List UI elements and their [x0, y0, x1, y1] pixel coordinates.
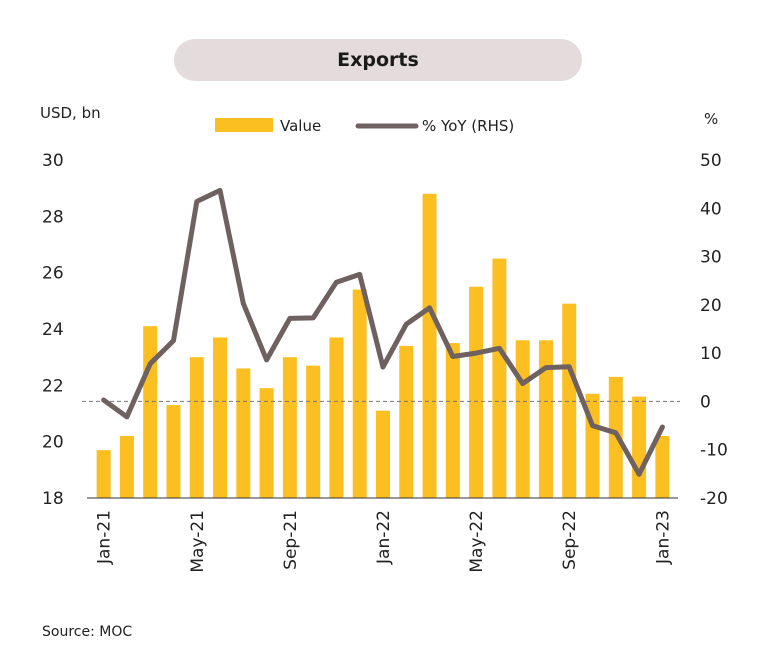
x-tick-label: Jan-21: [95, 510, 115, 565]
y-left-tick-label: 26: [42, 264, 64, 284]
bar-value: [213, 337, 228, 498]
bar-value: [166, 405, 181, 498]
bar-value: [282, 357, 297, 498]
bar-value: [119, 436, 134, 498]
y-left-tick-label: 30: [42, 151, 64, 171]
y-left-tick-label: 22: [42, 376, 64, 396]
y-right-tick-label: 30: [700, 248, 722, 268]
x-tick-label: May-21: [188, 510, 208, 573]
bar-value: [469, 286, 484, 498]
export-chart: Value % YoY (RHS) USD, bn % 30 28 26 24 22 20…: [40, 104, 728, 573]
y-left-axis-label: USD, bn: [40, 104, 101, 122]
bar-value: [96, 450, 111, 498]
legend-label-value: Value: [280, 117, 321, 135]
bar-value: [632, 396, 647, 498]
bar-value: [562, 303, 577, 498]
yoy-line: [101, 187, 665, 477]
x-tick-label: May-22: [467, 510, 487, 573]
x-tick-label: Jan-23: [653, 510, 673, 565]
legend-swatch-value: [215, 118, 273, 132]
y-right-axis-label: %: [704, 110, 718, 128]
bar-value: [143, 326, 158, 498]
bar-value: [376, 410, 390, 498]
bar-value: [492, 258, 507, 498]
y-left-tick-label: 28: [42, 207, 64, 227]
source-note: Source: MOC: [42, 624, 133, 640]
y-left-tick-label: 18: [42, 489, 64, 509]
x-tick-label: Jan-22: [374, 510, 394, 565]
y-right-tick-label: 0: [700, 392, 711, 412]
bar-value: [515, 340, 530, 498]
bar-value: [189, 357, 204, 498]
y-right-tick-label: -20: [700, 489, 728, 509]
y-left-tick-label: 24: [42, 320, 64, 340]
y-right-tick-label: -10: [700, 441, 728, 461]
bar-value: [655, 436, 670, 498]
chart-title: Exports: [174, 39, 582, 81]
legend-label-yoy: % YoY (RHS): [422, 117, 514, 135]
bar-value: [352, 289, 367, 498]
y-right-tick-label: 10: [700, 344, 722, 364]
bar-value: [259, 388, 274, 498]
x-tick-label: Sep-22: [560, 510, 580, 570]
y-right-tick-label: 50: [700, 151, 722, 171]
bar-value: [538, 340, 553, 498]
x-tick-label: Sep-21: [281, 510, 301, 570]
bar-value: [236, 368, 251, 498]
bar-value: [399, 345, 414, 498]
bar-value: [329, 337, 344, 498]
y-right-tick-label: 40: [700, 199, 722, 219]
y-right-tick-label: 20: [700, 296, 722, 316]
y-left-tick-label: 20: [42, 433, 64, 453]
bar-value: [306, 365, 321, 498]
bar-value: [445, 343, 460, 498]
bar-value: [422, 193, 437, 499]
legend: Value % YoY (RHS): [215, 117, 514, 135]
